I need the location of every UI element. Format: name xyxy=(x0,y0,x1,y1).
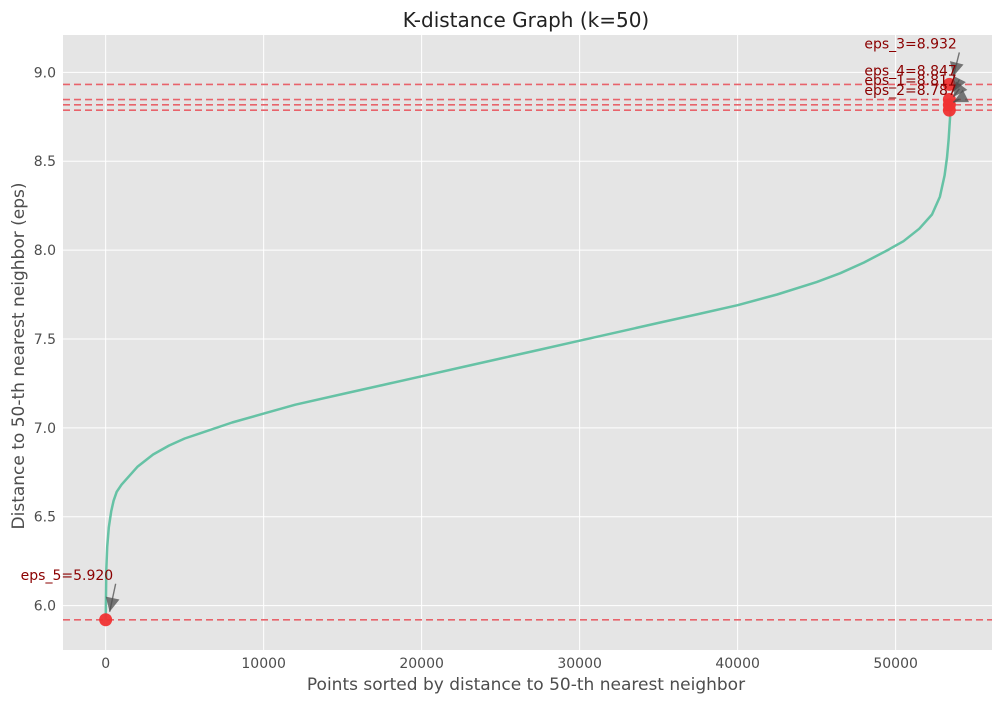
y-axis-title: Distance to 50-th nearest neighbor (eps) xyxy=(9,183,29,530)
x-tick-label: 30000 xyxy=(557,656,602,672)
annotation-label: eps_4=8.847 xyxy=(864,64,957,80)
y-tick-label: 8.0 xyxy=(34,243,56,259)
y-tick-label: 7.0 xyxy=(34,421,56,437)
annotation-arrowhead xyxy=(953,81,968,97)
threshold-lines xyxy=(63,83,992,621)
x-axis-title: Points sorted by distance to 50-th neare… xyxy=(307,675,745,695)
annotation-arrowhead xyxy=(105,596,120,612)
highlight-point xyxy=(942,77,956,91)
tick-labels: 0 10000 20000 30000 40000 50000 6.0 6.5 7.0 7.5 8.… xyxy=(34,65,918,672)
chart-title: K-distance Graph (k=50) xyxy=(403,8,649,32)
y-tick-label: 8.5 xyxy=(34,154,56,170)
annotation-arrowhead xyxy=(953,89,969,103)
annotation-label: eps_2=8.787 xyxy=(864,83,957,99)
annotation-label: eps_1=8.817 xyxy=(864,73,957,89)
annotation-label: eps_5=5.920 xyxy=(21,568,114,584)
x-tick-label: 0 xyxy=(101,656,110,672)
annotations: eps_3=8.932 eps_4=8.847eps_1=8.817eps_2=8… xyxy=(21,36,969,612)
x-tick-label: 10000 xyxy=(241,656,286,672)
grid-lines xyxy=(63,35,992,650)
highlight-point xyxy=(99,613,113,627)
x-tick-label: 50000 xyxy=(873,656,918,672)
highlight-point xyxy=(942,103,956,117)
y-tick-label: 6.5 xyxy=(34,510,56,526)
highlight-points xyxy=(99,77,956,627)
annotation-arrowhead xyxy=(949,61,964,77)
y-tick-label: 7.5 xyxy=(34,332,56,348)
y-tick-label: 6.0 xyxy=(34,599,56,615)
x-tick-label: 20000 xyxy=(399,656,444,672)
k-distance-curve xyxy=(104,98,953,620)
y-tick-label: 9.0 xyxy=(34,65,56,81)
x-tick-label: 40000 xyxy=(715,656,760,672)
plot-area xyxy=(63,35,992,650)
annotation-label: eps_3=8.932 xyxy=(864,36,957,52)
k-distance-curve-group xyxy=(104,98,953,620)
